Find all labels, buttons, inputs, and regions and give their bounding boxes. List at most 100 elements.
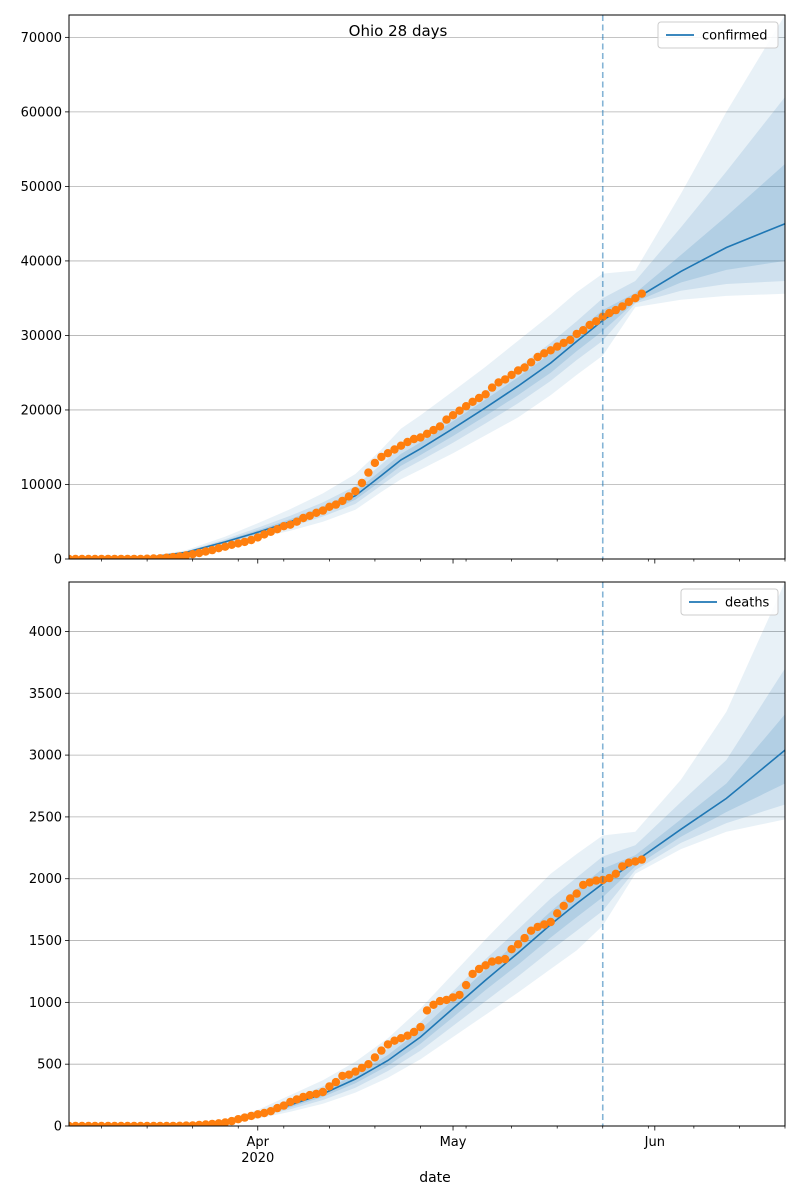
y-tick-label: 50000 bbox=[21, 180, 62, 195]
observed-point bbox=[448, 411, 458, 420]
legend-box bbox=[657, 21, 779, 49]
chart-title: Ohio 28 days bbox=[349, 22, 448, 40]
observed-point bbox=[566, 335, 575, 345]
observed-point bbox=[123, 1121, 132, 1126]
observed-point bbox=[507, 370, 516, 380]
observed-point bbox=[474, 964, 484, 974]
observed-point bbox=[377, 452, 386, 462]
observed-point bbox=[90, 1121, 100, 1126]
uncertainty-band-middle bbox=[69, 668, 785, 1126]
observed-point bbox=[266, 1107, 275, 1116]
uncertainty-band-middle bbox=[69, 97, 785, 559]
observed-point bbox=[116, 554, 126, 559]
observed-point bbox=[351, 1067, 360, 1076]
observed-point bbox=[110, 554, 119, 559]
observed-point bbox=[71, 554, 80, 559]
observed-point bbox=[182, 1121, 191, 1126]
observed-point bbox=[351, 487, 360, 496]
observed-point bbox=[77, 1121, 87, 1126]
observed-point bbox=[188, 1121, 197, 1126]
observed-point bbox=[155, 554, 165, 559]
observed-point bbox=[631, 857, 640, 866]
observed-point bbox=[566, 894, 575, 903]
observed-point bbox=[253, 533, 262, 542]
observed-point bbox=[292, 517, 301, 526]
observed-point bbox=[97, 1121, 106, 1126]
observed-point bbox=[409, 434, 419, 444]
uncertainty-band-outer bbox=[69, 15, 785, 559]
observed-point bbox=[240, 1113, 249, 1122]
observed-point bbox=[312, 1089, 321, 1099]
axes-frame bbox=[68, 14, 786, 560]
legend-label: confirmed bbox=[702, 29, 768, 44]
observed-point bbox=[201, 1120, 210, 1126]
uncertainty-band-outer bbox=[69, 582, 785, 1126]
observed-point bbox=[227, 540, 236, 549]
observed-point bbox=[110, 1121, 119, 1126]
y-tick-label: 1500 bbox=[29, 934, 62, 949]
observed-point bbox=[214, 544, 223, 553]
observed-point bbox=[103, 554, 113, 559]
observed-point bbox=[325, 502, 334, 511]
observed-point bbox=[240, 537, 249, 547]
observed-point bbox=[370, 1053, 380, 1062]
observed-point bbox=[500, 954, 510, 964]
observed-point bbox=[572, 889, 581, 898]
observed-point bbox=[279, 1101, 288, 1110]
gridlines bbox=[69, 36, 785, 560]
y-tick-label: 500 bbox=[37, 1058, 62, 1073]
observed-point bbox=[142, 1121, 152, 1126]
observed-point bbox=[585, 320, 594, 330]
observed-point bbox=[461, 402, 471, 411]
x-tick-label: 2020 bbox=[241, 1151, 274, 1166]
observed-point bbox=[286, 520, 295, 529]
legend-label: deaths bbox=[725, 596, 770, 611]
observed-point bbox=[383, 449, 393, 458]
observed-point bbox=[637, 855, 646, 864]
observed-point bbox=[305, 511, 314, 520]
observed-point bbox=[299, 1092, 308, 1102]
y-tick-label: 0 bbox=[54, 553, 62, 568]
observed-point bbox=[435, 996, 445, 1006]
observed-point bbox=[455, 990, 464, 1000]
observed-point bbox=[162, 1121, 171, 1126]
observed-points bbox=[69, 289, 646, 559]
plot-area bbox=[69, 582, 785, 1126]
observed-point bbox=[540, 349, 549, 358]
y-tick-label: 20000 bbox=[21, 403, 62, 418]
observed-point bbox=[403, 437, 412, 447]
observed-point bbox=[182, 551, 191, 559]
observed-point bbox=[579, 326, 588, 335]
observed-point bbox=[520, 933, 529, 943]
y-tick-label: 60000 bbox=[21, 105, 62, 120]
observed-point bbox=[487, 957, 497, 966]
observed-point bbox=[175, 1121, 184, 1126]
observed-point bbox=[383, 1040, 393, 1049]
y-tick-label: 3500 bbox=[29, 687, 62, 702]
legend: deaths bbox=[680, 588, 779, 616]
observed-point bbox=[442, 415, 451, 424]
observed-point bbox=[364, 468, 373, 477]
observed-point bbox=[136, 554, 145, 559]
y-tick-label: 1000 bbox=[29, 996, 62, 1011]
series-line-confirmed bbox=[69, 222, 785, 559]
observed-point bbox=[468, 397, 477, 406]
observed-point bbox=[429, 425, 438, 435]
observed-point bbox=[201, 547, 210, 556]
x-tick-label: Apr bbox=[247, 1135, 270, 1150]
observed-point bbox=[344, 1070, 354, 1079]
observed-point bbox=[461, 980, 471, 990]
observed-point bbox=[429, 1000, 438, 1009]
y-tick-label: 30000 bbox=[21, 329, 62, 344]
observed-point bbox=[592, 876, 601, 885]
observed-point bbox=[553, 909, 562, 918]
observed-point bbox=[618, 862, 627, 871]
observed-point bbox=[155, 1121, 165, 1126]
observed-point bbox=[546, 917, 555, 927]
observed-point bbox=[377, 1046, 386, 1055]
observed-point bbox=[331, 500, 341, 509]
observed-point bbox=[214, 1119, 223, 1126]
observed-point bbox=[305, 1090, 314, 1100]
observed-point bbox=[474, 393, 484, 403]
